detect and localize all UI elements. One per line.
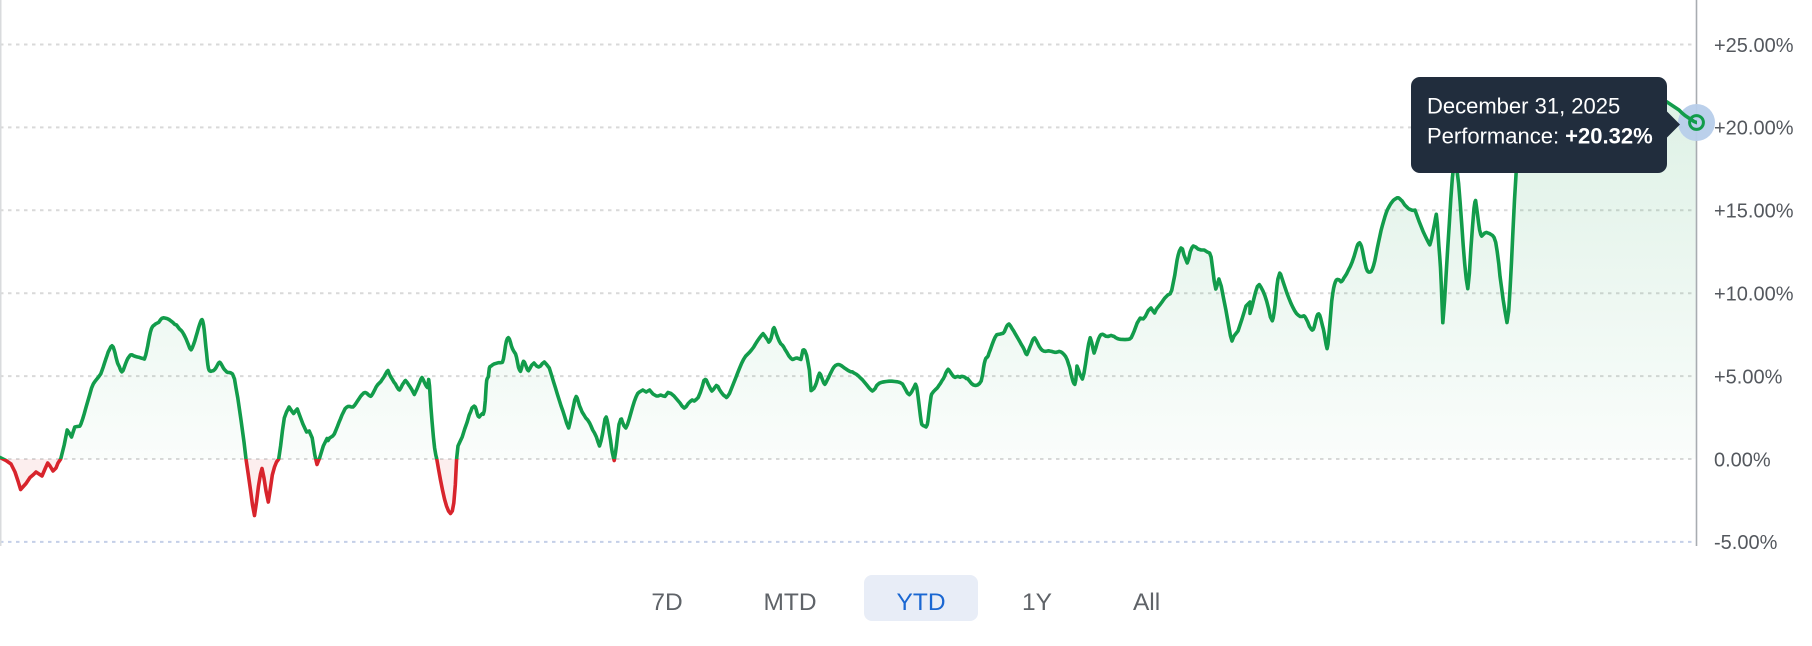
svg-text:+25.00%: +25.00%: [1714, 35, 1794, 57]
svg-text:-5.00%: -5.00%: [1714, 532, 1778, 554]
svg-text:Performance: +20.32%: Performance: +20.32%: [1427, 124, 1653, 149]
svg-text:+10.00%: +10.00%: [1714, 284, 1794, 306]
svg-text:+15.00%: +15.00%: [1714, 201, 1794, 223]
svg-text:+20.00%: +20.00%: [1714, 118, 1794, 140]
svg-text:+5.00%: +5.00%: [1714, 366, 1783, 388]
svg-text:December 31, 2025: December 31, 2025: [1427, 94, 1620, 119]
svg-text:0.00%: 0.00%: [1714, 449, 1771, 471]
